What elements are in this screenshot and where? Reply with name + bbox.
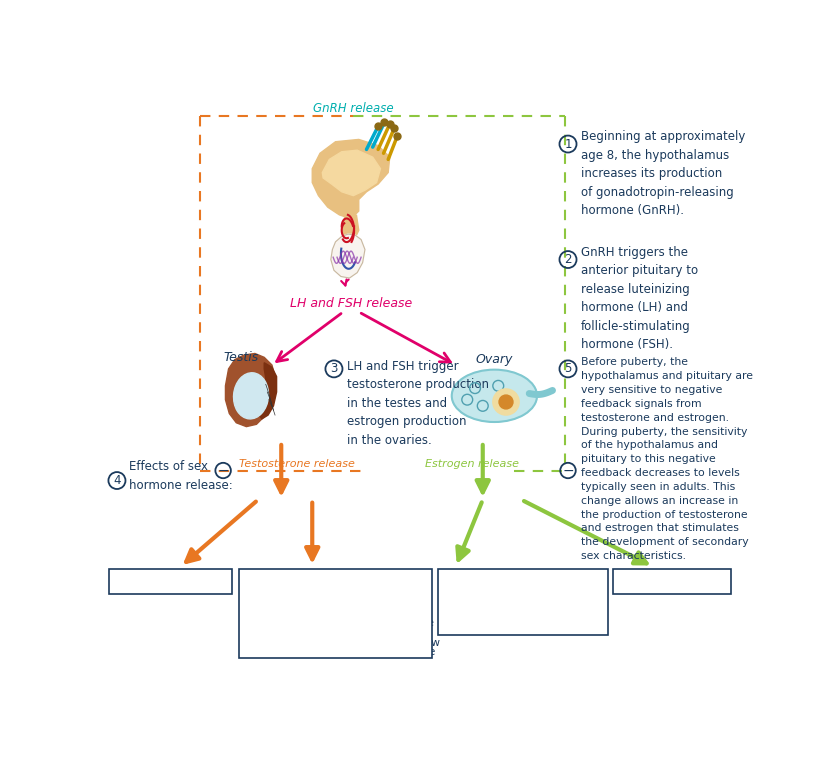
FancyBboxPatch shape (438, 569, 608, 635)
Polygon shape (312, 139, 390, 219)
Text: GnRH triggers the
anterior pituitary to
release luteinizing
hormone (LH) and
fol: GnRH triggers the anterior pituitary to … (581, 246, 698, 351)
Text: • Penis and scrotum grow: • Penis and scrotum grow (244, 599, 385, 609)
Text: GnRH release: GnRH release (313, 102, 394, 115)
Text: • Hips broaden: • Hips broaden (443, 609, 526, 619)
Text: Characteristics:: Characteristics: (443, 587, 548, 600)
Text: Ovary: Ovary (475, 353, 513, 366)
Text: Female Secondary Sex: Female Secondary Sex (443, 575, 593, 588)
Text: 3: 3 (330, 362, 338, 375)
Text: • Larynx elongates, lowering voice: • Larynx elongates, lowering voice (244, 618, 434, 628)
Text: • Body, armpit, and pubic hair grow: • Body, armpit, and pubic hair grow (244, 638, 440, 648)
FancyBboxPatch shape (110, 569, 232, 594)
Text: 5: 5 (564, 362, 572, 375)
Polygon shape (331, 234, 365, 278)
Text: Effects of sex
hormone release:: Effects of sex hormone release: (129, 460, 232, 492)
Text: Testosterone release: Testosterone release (239, 459, 354, 469)
Polygon shape (226, 354, 275, 426)
Text: Male Secondary Sex: Male Secondary Sex (244, 575, 378, 588)
Text: Spermatogenesis: Spermatogenesis (116, 575, 225, 588)
Text: • Facial hair grows: • Facial hair grows (244, 609, 345, 619)
Text: Before puberty, the
hypothalamus and pituitary are
very sensitive to negative
fe: Before puberty, the hypothalamus and pit… (581, 358, 753, 561)
Polygon shape (322, 151, 381, 196)
Ellipse shape (452, 370, 537, 422)
Circle shape (499, 395, 513, 409)
Text: Beginning at approximately
age 8, the hypothalamus
increases its production
of g: Beginning at approximately age 8, the hy… (581, 130, 746, 217)
Text: • Pubic hair grows: • Pubic hair grows (443, 618, 543, 628)
Text: • Musculature increases body-wide: • Musculature increases body-wide (244, 647, 435, 657)
Circle shape (493, 389, 519, 415)
Text: 4: 4 (113, 474, 120, 487)
Text: Testis: Testis (223, 351, 259, 364)
Text: −: − (218, 464, 229, 478)
Text: 1: 1 (564, 138, 572, 151)
Text: LH and FSH release: LH and FSH release (290, 297, 412, 310)
Polygon shape (258, 363, 277, 419)
Ellipse shape (233, 373, 269, 419)
Polygon shape (342, 213, 358, 242)
Text: • Shoulders broaden: • Shoulders broaden (244, 628, 357, 638)
FancyBboxPatch shape (613, 569, 731, 594)
Text: Characteristics:: Characteristics: (244, 587, 349, 600)
Text: 2: 2 (564, 253, 572, 266)
Text: • Breasts develop and mature: • Breasts develop and mature (443, 599, 608, 609)
Text: Estrogen release: Estrogen release (424, 459, 518, 469)
Text: Folliculogenesis: Folliculogenesis (623, 575, 721, 588)
Text: LH and FSH trigger
testosterone production
in the testes and
estrogen production: LH and FSH trigger testosterone producti… (347, 360, 489, 447)
FancyBboxPatch shape (239, 569, 433, 658)
Text: −: − (562, 464, 574, 478)
